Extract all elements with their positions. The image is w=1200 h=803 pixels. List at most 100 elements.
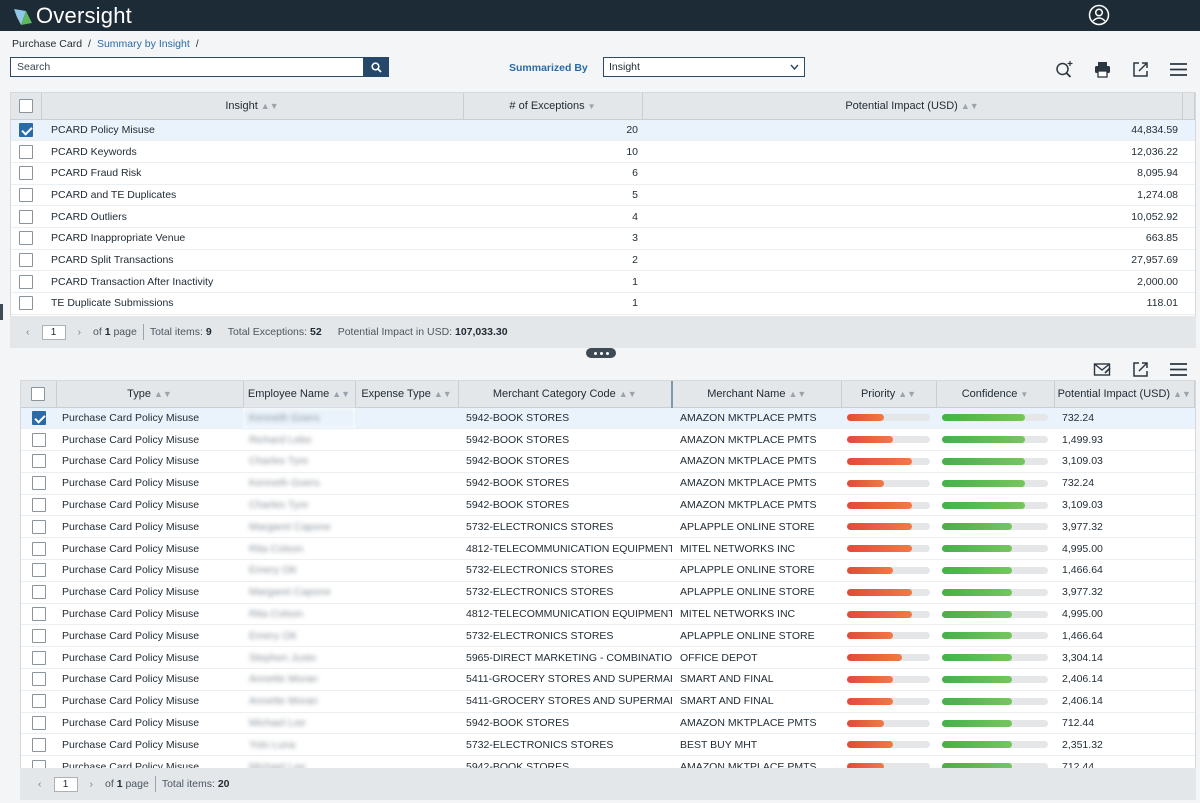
column-header-merchant[interactable]: Merchant Name ▲▼ [671, 381, 842, 408]
row-checkbox-cell[interactable] [21, 733, 56, 757]
menu-icon[interactable] [1169, 60, 1188, 79]
row-checkbox[interactable] [31, 628, 46, 643]
row-checkbox-cell[interactable] [21, 668, 56, 691]
email-icon[interactable] [1093, 360, 1112, 379]
print-icon[interactable] [1093, 60, 1112, 79]
next-page-icon[interactable]: › [89, 778, 94, 790]
column-header-expense[interactable]: Expense Type ▲▼ [355, 381, 459, 408]
row-checkbox[interactable] [19, 166, 33, 181]
column-header-exceptions[interactable]: # of Exceptions ▼ [463, 93, 643, 120]
prev-page-icon[interactable]: ‹ [26, 326, 30, 338]
row-checkbox-cell[interactable] [21, 428, 56, 452]
prev-page-icon[interactable]: ‹ [38, 778, 42, 790]
detail-row[interactable]: Purchase Card Policy Misuse Michael Lee 59… [21, 712, 1195, 735]
column-header-impact[interactable]: Potential Impact (USD) ▲▼ [642, 93, 1183, 120]
row-checkbox-cell[interactable] [11, 162, 41, 185]
search-button[interactable] [364, 57, 389, 77]
detail-row[interactable]: Purchase Card Policy Misuse Richard Lebo 5… [21, 428, 1195, 452]
column-header-impact[interactable]: Potential Impact (USD) ▲▼ [1054, 381, 1195, 408]
pane-splitter-handle[interactable] [586, 348, 616, 358]
row-checkbox[interactable] [31, 519, 46, 534]
select-all-checkbox-cell[interactable] [11, 93, 42, 120]
insight-row[interactable]: TE Duplicate Submissions 1 118.01 [11, 292, 1195, 315]
row-checkbox-cell[interactable] [21, 537, 56, 561]
column-header-mcc[interactable]: Merchant Category Code ▲▼ [458, 381, 673, 408]
row-checkbox[interactable] [31, 432, 46, 447]
row-checkbox-cell[interactable] [21, 472, 56, 495]
detail-row[interactable]: Purchase Card Policy Misuse Yolo Luna 5732… [21, 733, 1195, 757]
row-checkbox-cell[interactable] [21, 494, 56, 517]
row-checkbox[interactable] [31, 563, 46, 578]
detail-row[interactable]: Purchase Card Policy Misuse Emery Ott 5732… [21, 624, 1195, 648]
row-checkbox[interactable] [31, 672, 46, 687]
detail-row[interactable]: Purchase Card Policy Misuse Margaret Capo… [21, 515, 1195, 539]
row-checkbox[interactable] [19, 187, 33, 202]
search-plus-icon[interactable] [1055, 60, 1074, 79]
row-checkbox[interactable] [19, 274, 33, 289]
row-checkbox[interactable] [19, 122, 33, 137]
breadcrumb-root[interactable]: Purchase Card [12, 38, 83, 50]
select-all-checkbox[interactable] [31, 386, 46, 401]
page-input[interactable]: 1 [53, 776, 78, 792]
column-header-employee[interactable]: Employee Name ▲▼ [243, 381, 356, 408]
row-checkbox-cell[interactable] [21, 712, 56, 735]
insight-row[interactable]: PCARD and TE Duplicates 5 1,274.08 [11, 184, 1195, 207]
row-checkbox[interactable] [31, 650, 46, 665]
row-checkbox-cell[interactable] [21, 581, 56, 604]
row-checkbox[interactable] [31, 476, 46, 491]
summarized-by-select[interactable]: Insight [603, 57, 805, 77]
insight-row[interactable]: PCARD Policy Misuse 20 44,834.59 [11, 119, 1195, 142]
insight-row[interactable]: PCARD Outliers 4 10,052.92 [11, 205, 1195, 228]
row-checkbox[interactable] [31, 454, 46, 469]
insight-row[interactable]: PCARD Transaction After Inactivity 1 2,000… [11, 270, 1195, 293]
detail-row[interactable]: Purchase Card Policy Misuse Kenneth Goers… [21, 407, 1195, 430]
row-checkbox-cell[interactable] [21, 450, 56, 473]
column-header-insight[interactable]: Insight ▲▼ [41, 93, 464, 120]
row-checkbox[interactable] [31, 694, 46, 709]
insight-row[interactable]: PCARD Fraud Risk 6 8,095.94 [11, 162, 1195, 185]
row-checkbox-cell[interactable] [21, 646, 56, 670]
row-checkbox[interactable] [19, 209, 33, 224]
column-header-priority[interactable]: Priority ▲▼ [841, 381, 937, 408]
row-checkbox[interactable] [19, 231, 33, 246]
row-checkbox[interactable] [31, 737, 46, 752]
row-checkbox-cell[interactable] [21, 690, 56, 713]
row-checkbox-cell[interactable] [11, 292, 41, 315]
detail-row[interactable]: Purchase Card Policy Misuse Rita Colson 48… [21, 537, 1195, 561]
row-checkbox-cell[interactable] [11, 140, 41, 163]
row-checkbox-cell[interactable] [21, 603, 56, 626]
column-header-confidence[interactable]: Confidence ▼ [936, 381, 1055, 408]
row-checkbox-cell[interactable] [21, 515, 56, 539]
select-all-checkbox[interactable] [18, 98, 33, 113]
row-checkbox-cell[interactable] [11, 119, 41, 142]
app-logo[interactable]: Oversight [12, 3, 132, 29]
user-account-icon[interactable] [1088, 4, 1110, 26]
detail-row[interactable]: Purchase Card Policy Misuse Margaret Capo… [21, 581, 1195, 604]
detail-row[interactable]: Purchase Card Policy Misuse Annette Moran… [21, 690, 1195, 713]
detail-row[interactable]: Purchase Card Policy Misuse Charles Tyre 5… [21, 494, 1195, 517]
search-input[interactable] [10, 57, 364, 77]
row-checkbox[interactable] [31, 607, 46, 622]
row-checkbox-cell[interactable] [11, 184, 41, 207]
column-header-type[interactable]: Type ▲▼ [56, 381, 244, 408]
breadcrumb-current[interactable]: Summary by Insight [96, 38, 190, 50]
row-checkbox-cell[interactable] [11, 227, 41, 250]
row-checkbox[interactable] [19, 252, 33, 267]
detail-row[interactable]: Purchase Card Policy Misuse Stephen Justo… [21, 646, 1195, 670]
insight-row[interactable]: PCARD Split Transactions 2 27,957.69 [11, 249, 1195, 272]
row-checkbox[interactable] [31, 498, 46, 513]
detail-row[interactable]: Purchase Card Policy Misuse Charles Tyre 5… [21, 450, 1195, 473]
detail-row[interactable]: Purchase Card Policy Misuse Kenneth Goers… [21, 472, 1195, 495]
insight-row[interactable]: PCARD Keywords 10 12,036.22 [11, 140, 1195, 163]
insight-row[interactable]: PCARD Inappropriate Venue 3 663.85 [11, 227, 1195, 250]
next-page-icon[interactable]: › [77, 326, 82, 338]
row-checkbox-cell[interactable] [21, 407, 56, 430]
row-checkbox-cell[interactable] [21, 624, 56, 648]
select-all-checkbox-cell[interactable] [21, 381, 57, 408]
row-checkbox[interactable] [19, 144, 33, 159]
row-checkbox-cell[interactable] [11, 249, 41, 272]
detail-row[interactable]: Purchase Card Policy Misuse Rita Colson 48… [21, 603, 1195, 626]
menu-icon[interactable] [1169, 360, 1188, 379]
row-checkbox[interactable] [19, 296, 33, 311]
page-input[interactable]: 1 [41, 324, 66, 340]
